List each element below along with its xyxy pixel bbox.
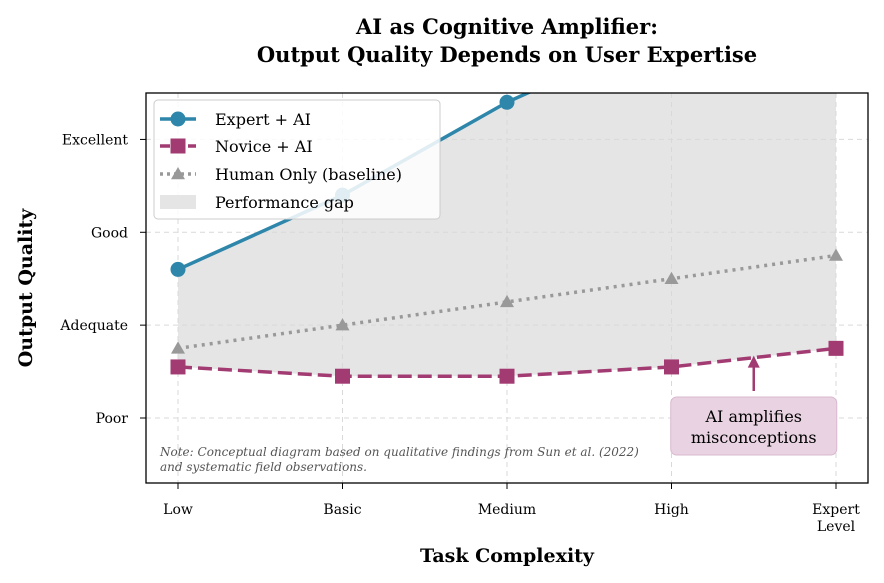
y-tick-label: Adequate	[59, 318, 128, 334]
annotation-arrow-head	[747, 355, 760, 368]
y-tick-label: Poor	[96, 411, 129, 427]
point-novice-ai	[499, 368, 515, 384]
y-axis-label: Output Quality	[15, 208, 37, 368]
legend-box	[153, 99, 441, 220]
x-tick-label: High	[654, 502, 689, 518]
point-human-only	[829, 248, 843, 261]
x-tick-label: Low	[163, 502, 193, 518]
point-novice-ai	[170, 359, 186, 375]
y-tick-label: Good	[91, 225, 128, 241]
chart-title-line-2: Output Quality Depends on User Expertise	[257, 42, 757, 67]
point-novice-ai	[828, 340, 844, 356]
point-expert-ai	[170, 261, 186, 277]
chart-title-line-1: AI as Cognitive Amplifier:	[355, 14, 658, 39]
annotation-box	[670, 396, 838, 456]
x-tick-label: Level	[817, 519, 856, 535]
performance-gap-fill	[178, 93, 836, 377]
annotation-text: AI amplifies	[705, 407, 803, 426]
legend-swatch-performance-gap	[160, 195, 196, 209]
y-tick-label: Excellent	[62, 132, 128, 148]
point-novice-ai	[335, 368, 350, 384]
legend-label: Performance gap	[215, 193, 354, 212]
point-expert-ai	[499, 94, 515, 110]
x-tick-label: Medium	[478, 502, 536, 518]
legend-label: Human Only (baseline)	[215, 165, 402, 184]
note-text: and systematic field observations.	[160, 460, 367, 474]
series-line-human-only	[177, 253, 837, 351]
point-human-only	[500, 294, 514, 308]
legend-marker-human-only	[171, 167, 185, 180]
point-novice-ai	[664, 359, 679, 375]
legend-marker-novice-ai	[170, 138, 186, 154]
legend-label: Expert + AI	[215, 110, 311, 129]
x-axis-label: Task Complexity	[420, 545, 595, 567]
note-text: Note: Conceptual diagram based on qualit…	[159, 445, 639, 459]
point-human-only	[335, 318, 350, 331]
point-expert-ai	[664, 21, 679, 36]
x-tick-label: Expert	[812, 502, 860, 518]
annotation-text: misconceptions	[691, 428, 817, 447]
x-tick-label: Basic	[323, 502, 361, 518]
point-human-only	[664, 271, 679, 284]
legend-marker-expert-ai	[170, 111, 186, 127]
point-human-only	[171, 341, 185, 354]
legend-label: Novice + AI	[215, 137, 313, 156]
